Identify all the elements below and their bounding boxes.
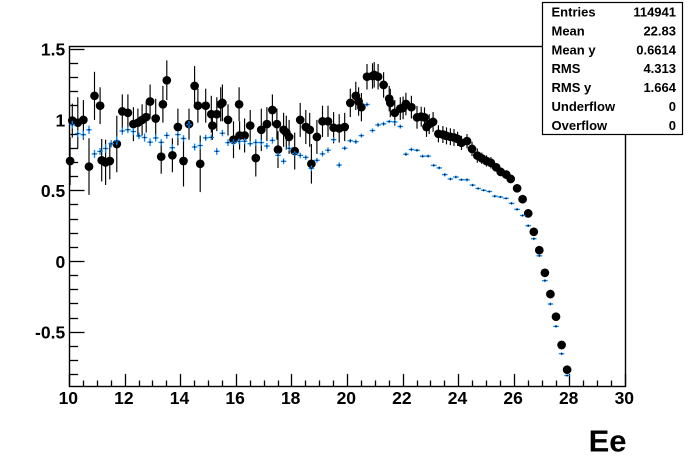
svg-text:14: 14: [170, 388, 190, 408]
svg-text:22.83: 22.83: [643, 24, 676, 39]
svg-text:1.664: 1.664: [643, 80, 676, 95]
svg-text:0: 0: [669, 99, 676, 114]
svg-text:22: 22: [392, 388, 412, 408]
svg-text:18: 18: [281, 388, 301, 408]
svg-text:16: 16: [225, 388, 245, 408]
svg-text:26: 26: [503, 388, 523, 408]
svg-text:0: 0: [669, 118, 676, 133]
svg-text:-0.5: -0.5: [35, 323, 65, 343]
svg-text:Entries: Entries: [552, 5, 596, 20]
svg-text:0: 0: [55, 252, 65, 272]
svg-text:Mean: Mean: [552, 24, 585, 39]
svg-text:Underflow: Underflow: [552, 99, 616, 114]
svg-text:4.313: 4.313: [643, 61, 676, 76]
svg-text:20: 20: [337, 388, 357, 408]
svg-text:RMS: RMS: [552, 61, 581, 76]
svg-text:0.6614: 0.6614: [636, 42, 677, 57]
svg-text:Ee: Ee: [589, 424, 627, 459]
svg-text:114941: 114941: [633, 5, 676, 20]
svg-text:1.5: 1.5: [41, 40, 66, 60]
svg-text:0.5: 0.5: [41, 181, 66, 201]
svg-text:30: 30: [615, 388, 635, 408]
svg-text:10: 10: [59, 388, 79, 408]
svg-text:Overflow: Overflow: [552, 118, 609, 133]
svg-text:Mean y: Mean y: [552, 42, 597, 57]
svg-text:24: 24: [448, 388, 468, 408]
svg-text:1: 1: [55, 110, 65, 130]
svg-text:28: 28: [559, 388, 579, 408]
svg-text:RMS y: RMS y: [552, 80, 593, 95]
svg-text:12: 12: [114, 388, 134, 408]
